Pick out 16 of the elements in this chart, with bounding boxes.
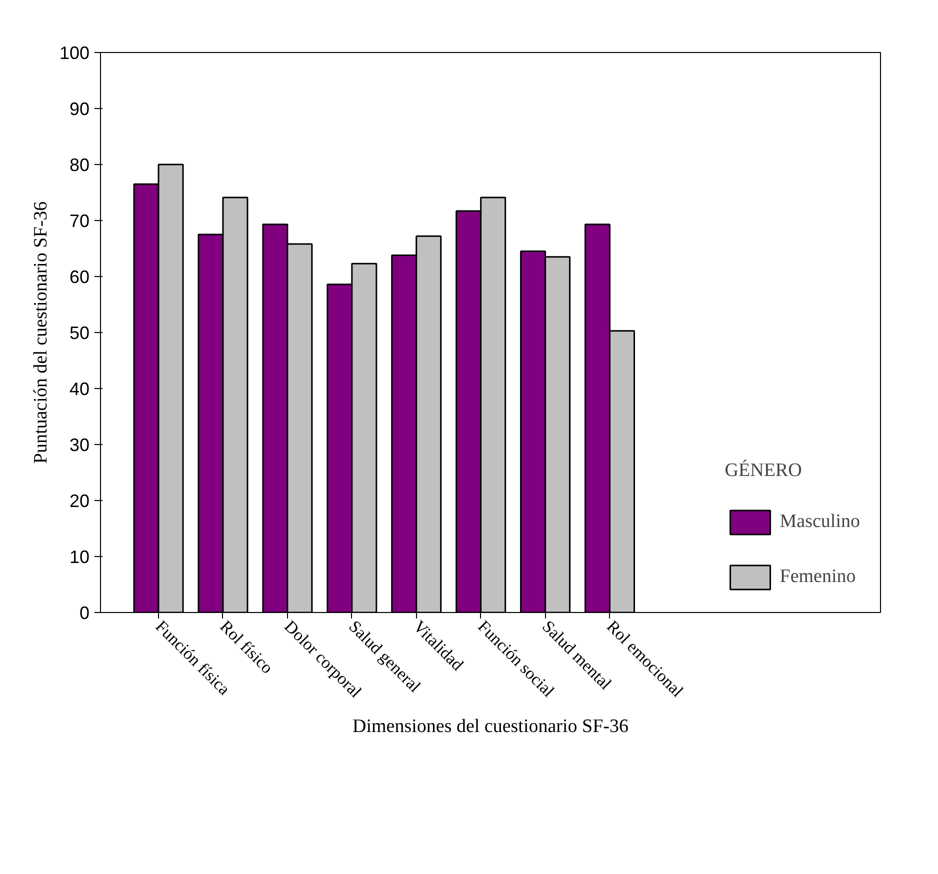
- y-tick-label: 0: [79, 603, 90, 623]
- y-tick-label: 20: [69, 491, 90, 511]
- y-tick-label: 90: [69, 99, 90, 119]
- legend-label: Femenino: [780, 566, 856, 588]
- y-tick-label: 60: [69, 267, 90, 287]
- legend-title: GÉNERO: [724, 460, 803, 482]
- x-axis-title: Dimensiones del cuestionario SF-36: [352, 716, 629, 738]
- y-tick-label: 10: [69, 547, 90, 567]
- y-tick-label: 40: [69, 379, 90, 399]
- y-tick-label: 100: [59, 43, 90, 63]
- y-tick-label: 80: [69, 155, 90, 175]
- y-tick-label: 50: [69, 323, 90, 343]
- y-axis-title: Puntuación del cuestionario SF-36: [30, 201, 52, 464]
- legend-label: Masculino: [780, 511, 860, 533]
- y-tick-label: 70: [69, 211, 90, 231]
- y-tick-label: 30: [69, 435, 90, 455]
